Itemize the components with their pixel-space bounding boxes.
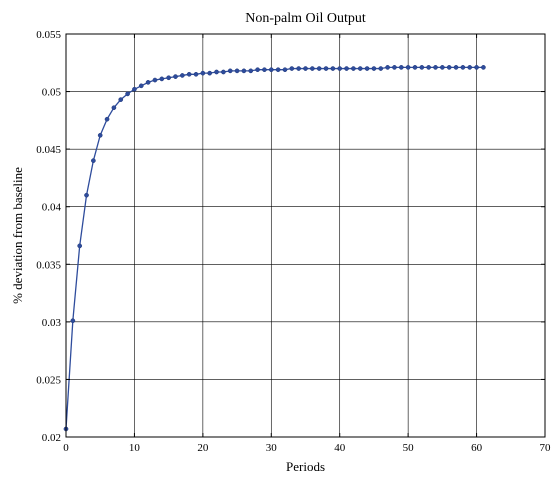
data-point xyxy=(392,65,397,70)
y-tick-label: 0.055 xyxy=(36,29,61,41)
y-tick-label: 0.03 xyxy=(42,317,62,329)
data-point xyxy=(179,73,185,78)
data-point xyxy=(323,66,329,71)
data-point xyxy=(248,68,254,74)
series-layer xyxy=(63,65,486,432)
data-point xyxy=(433,65,438,70)
data-point xyxy=(378,66,384,71)
data-point xyxy=(145,80,151,85)
x-axis-label: Periods xyxy=(286,459,325,474)
x-tick-label: 70 xyxy=(540,442,552,454)
y-tick-label: 0.04 xyxy=(42,202,62,214)
data-point xyxy=(138,83,144,89)
data-point xyxy=(221,69,226,75)
data-point xyxy=(371,66,377,71)
data-point xyxy=(309,66,315,71)
data-point xyxy=(186,71,192,77)
data-point xyxy=(132,86,137,92)
y-axis-label: % deviation from baseline xyxy=(10,167,25,304)
y-tick-label: 0.045 xyxy=(36,144,61,156)
data-point xyxy=(344,66,349,71)
data-point xyxy=(296,66,302,71)
data-point xyxy=(97,132,103,138)
y-tick-label: 0.02 xyxy=(42,432,61,444)
data-point xyxy=(316,66,322,71)
data-point xyxy=(166,75,171,81)
x-tick-label: 30 xyxy=(266,442,278,454)
x-tick-label: 10 xyxy=(129,442,141,454)
data-point xyxy=(337,66,343,71)
data-point xyxy=(173,74,178,79)
data-point xyxy=(446,65,452,70)
data-point xyxy=(467,65,473,70)
x-tick-label: 20 xyxy=(197,442,209,454)
data-point xyxy=(412,65,418,70)
axis-ticks: 0 10 20 30 40 50 60 70 0.02 0.025 0.03 0.035 0.04 0.0… xyxy=(36,29,551,454)
data-point xyxy=(227,68,233,74)
data-point xyxy=(440,65,445,70)
data-point xyxy=(207,70,213,76)
data-point xyxy=(84,192,89,198)
data-point xyxy=(289,66,295,71)
data-point xyxy=(262,67,267,73)
data-point xyxy=(419,65,425,70)
data-point xyxy=(303,66,308,71)
data-point xyxy=(241,68,247,74)
y-tick-label: 0.035 xyxy=(36,259,61,271)
data-point xyxy=(193,71,199,77)
y-tick-label: 0.025 xyxy=(36,374,61,386)
data-point xyxy=(426,65,432,70)
data-point xyxy=(77,243,83,249)
plot-frame xyxy=(65,33,546,438)
data-point xyxy=(268,67,274,73)
data-point xyxy=(152,77,158,83)
data-point xyxy=(70,318,76,324)
data-point xyxy=(111,105,117,111)
x-tick-label: 60 xyxy=(471,442,483,454)
data-point xyxy=(118,97,124,102)
grid-lines xyxy=(66,34,545,437)
data-point xyxy=(104,116,110,122)
data-point xyxy=(405,65,411,70)
data-point xyxy=(200,70,206,76)
data-point xyxy=(481,65,486,70)
data-point xyxy=(460,65,466,70)
data-point xyxy=(275,67,281,73)
data-point xyxy=(453,65,459,70)
data-point xyxy=(234,68,240,74)
data-point xyxy=(214,69,219,75)
data-point xyxy=(159,76,165,82)
data-point xyxy=(282,67,288,73)
data-point xyxy=(357,66,363,71)
y-tick-label: 0.05 xyxy=(42,87,62,99)
data-point xyxy=(474,65,479,70)
series-line xyxy=(65,66,484,429)
data-point xyxy=(91,158,96,164)
chart-title: Non-palm Oil Output xyxy=(245,11,366,26)
data-point xyxy=(385,65,390,70)
data-point xyxy=(364,66,370,71)
data-point xyxy=(330,66,336,71)
x-tick-label: 0 xyxy=(63,442,69,454)
data-point xyxy=(125,91,130,97)
data-point xyxy=(255,67,260,73)
x-tick-label: 50 xyxy=(403,442,415,454)
data-point xyxy=(398,65,404,70)
data-point xyxy=(351,66,356,71)
x-tick-label: 40 xyxy=(334,442,346,454)
